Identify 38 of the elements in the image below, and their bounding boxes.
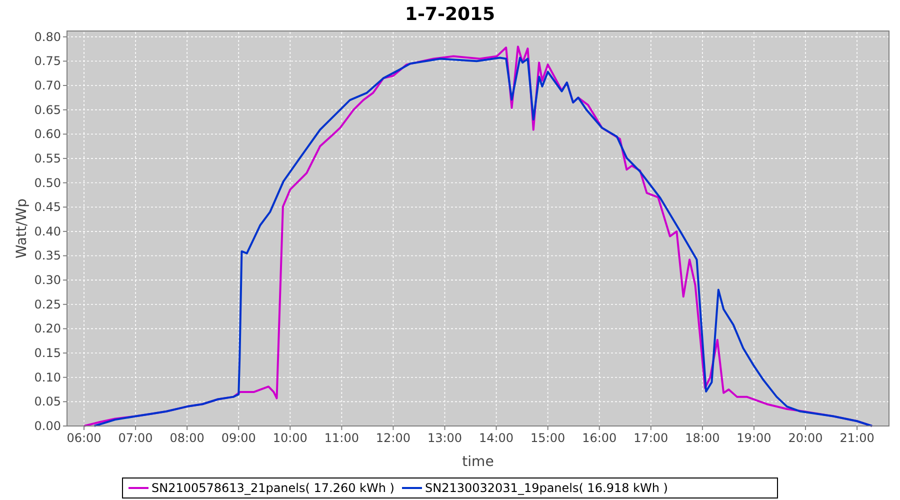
y-tick-label: 0.75 bbox=[34, 54, 61, 68]
y-tick-label: 0.20 bbox=[34, 322, 61, 336]
y-tick-label: 0.80 bbox=[34, 30, 61, 44]
x-tick-label: 18:00 bbox=[685, 431, 720, 445]
y-tick-label: 0.25 bbox=[34, 297, 61, 312]
x-tick-label: 10:00 bbox=[272, 431, 308, 445]
x-tick-label: 13:00 bbox=[427, 431, 462, 445]
chart-title: 1-7-2015 bbox=[404, 4, 496, 25]
x-tick-label: 17:00 bbox=[634, 431, 668, 445]
x-tick-label: 07:00 bbox=[118, 431, 153, 445]
x-tick-label: 08:00 bbox=[170, 431, 204, 445]
x-tick-label: 12:00 bbox=[376, 431, 411, 445]
y-tick-label: 0.15 bbox=[34, 346, 61, 360]
y-tick-label: 0.70 bbox=[34, 78, 61, 92]
y-tick-label: 0.65 bbox=[34, 102, 61, 117]
x-tick-label: 11:00 bbox=[324, 431, 359, 445]
legend-label: SN2130032031_19panels( 16.918 kWh ) bbox=[425, 481, 668, 495]
y-tick-label: 0.30 bbox=[34, 273, 61, 288]
x-axis-title: time bbox=[462, 454, 494, 470]
x-tick-label: 21:00 bbox=[840, 431, 874, 445]
y-tick-label: 0.00 bbox=[34, 419, 61, 433]
y-tick-label: 0.55 bbox=[34, 151, 61, 166]
y-tick-label: 0.05 bbox=[34, 394, 61, 409]
x-tick-label: 20:00 bbox=[788, 431, 823, 445]
y-tick-label: 0.10 bbox=[34, 370, 61, 384]
y-tick-label: 0.50 bbox=[34, 176, 61, 190]
y-tick-label: 0.45 bbox=[34, 200, 61, 214]
x-tick-label: 14:00 bbox=[479, 431, 514, 445]
y-tick-label: 0.35 bbox=[34, 248, 61, 263]
y-tick-label: 0.60 bbox=[34, 127, 61, 142]
x-tick-label: 06:00 bbox=[66, 431, 102, 445]
x-tick-label: 19:00 bbox=[736, 431, 772, 445]
legend-label: SN2100578613_21panels( 17.260 kWh ) bbox=[152, 481, 394, 495]
x-tick-label: 15:00 bbox=[530, 431, 566, 445]
x-tick-label: 09:00 bbox=[221, 431, 256, 445]
y-tick-label: 0.40 bbox=[34, 224, 61, 238]
y-axis-title: Watt/Wp bbox=[14, 198, 30, 258]
x-tick-label: 16:00 bbox=[582, 431, 617, 445]
